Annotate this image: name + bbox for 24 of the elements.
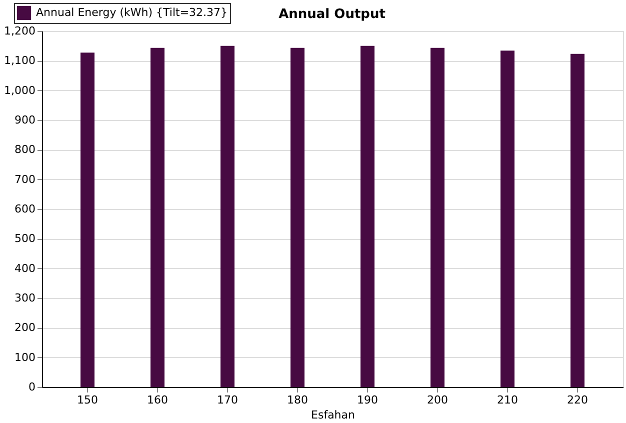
legend-label: Annual Energy (kWh) {Tilt=32.37}	[36, 6, 228, 19]
x-tick-label: 150	[77, 394, 98, 406]
y-tick-label: 1,000	[4, 84, 36, 97]
y-tick-label: 900	[14, 114, 36, 126]
x-tick-label: 210	[497, 394, 518, 406]
x-tick-label: 170	[217, 394, 238, 406]
y-tick-label: 1,100	[4, 54, 36, 68]
y-tick-label: 100	[14, 350, 36, 364]
x-tick-label: 180	[287, 394, 308, 406]
y-tick-label: 800	[14, 143, 36, 156]
x-tick-label: 190	[357, 394, 378, 406]
y-tick-label: 200	[14, 321, 36, 334]
x-tick-label: 160	[147, 394, 168, 406]
y-tick-label: 700	[14, 172, 36, 186]
x-axis-title: Esfahan	[311, 408, 356, 422]
x-tick-label: 200	[427, 394, 448, 406]
y-tick-label: 300	[14, 292, 36, 304]
y-tick-label: 1,200	[4, 24, 36, 38]
y-tick-label: 400	[14, 262, 36, 275]
y-tick-label: 500	[14, 232, 36, 246]
y-tick-label: 600	[14, 202, 36, 216]
y-tick-label: 0	[28, 380, 36, 394]
x-tick-label: 220	[567, 394, 588, 406]
chart-title: Annual Output	[278, 7, 386, 22]
